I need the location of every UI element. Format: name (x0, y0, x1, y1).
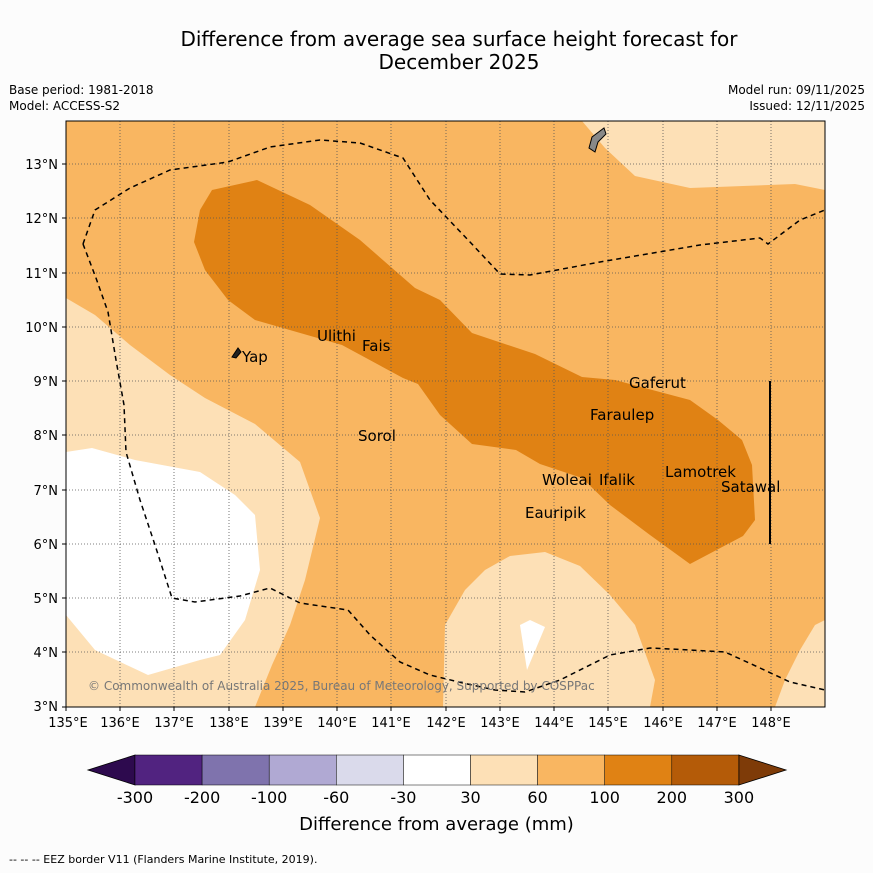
place-ulithi: Ulithi (317, 327, 356, 345)
place-ifalik: Ifalik (599, 471, 635, 489)
lon-axis: 135°E 136°E 137°E 138°E 139°E 140°E 141°… (48, 716, 791, 731)
yap-island (231, 347, 242, 359)
lon-136e: 136°E (100, 716, 140, 731)
place-labels: Yap Ulithi Fais Sorol Gaferut Faraulep W… (241, 327, 780, 522)
place-sorol: Sorol (358, 427, 396, 445)
colorbar-segment (403, 754, 471, 786)
lon-ticks (65, 707, 772, 711)
lat-12n: 12°N (25, 212, 58, 227)
place-faraulep: Faraulep (590, 406, 654, 424)
copyright-text: © Commonwealth of Australia 2025, Bureau… (88, 679, 595, 693)
colorbar-tick-label: 100 (589, 788, 620, 807)
grid-lines (66, 121, 825, 707)
colorbar-tick-label: -60 (323, 788, 350, 807)
lon-147e: 147°E (697, 716, 737, 731)
lat-axis: 3°N 4°N 5°N 6°N 7°N 8°N 9°N 10°N 11°N 12… (25, 158, 58, 715)
contour-100-200-band (194, 180, 755, 564)
lon-140e: 140°E (317, 716, 357, 731)
chart-title: Difference from average sea surface heig… (0, 28, 873, 74)
colorbar-segment (604, 754, 673, 786)
colorbar-segment (201, 754, 270, 786)
eez-footnote: -- -- -- EEZ border V11 (Flanders Marine… (9, 853, 318, 866)
lon-138e: 138°E (209, 716, 249, 731)
place-gaferut: Gaferut (629, 374, 686, 392)
colorbar-title: Difference from average (mm) (299, 814, 574, 835)
colorbar-tick-label: -30 (390, 788, 417, 807)
place-lamotrek: Lamotrek (665, 463, 736, 481)
lat-10n: 10°N (25, 321, 58, 336)
contour-layers (66, 121, 825, 707)
colorbar-segment (134, 754, 203, 786)
lon-137e: 137°E (154, 716, 194, 731)
contour-30-60-northeast (582, 121, 825, 190)
lon-148e: 148°E (751, 716, 791, 731)
colorbar-tick-label: 200 (656, 788, 688, 807)
colorbar-segment (336, 754, 404, 786)
lat-9n: 9°N (34, 375, 59, 390)
place-yap: Yap (241, 348, 268, 366)
eez-border-fsm-palau (82, 139, 825, 276)
lat-13n: 13°N (25, 158, 58, 173)
colorbar-tick-label: 60 (527, 788, 548, 807)
colorbar-tick-label: -300 (116, 788, 154, 807)
meta-left: Base period: 1981-2018 Model: ACCESS-S2 (9, 82, 154, 114)
title-line-1: Difference from average sea surface heig… (180, 27, 738, 51)
lat-6n: 6°N (34, 538, 59, 553)
base-period: Base period: 1981-2018 (9, 83, 154, 97)
lon-141e: 141°E (371, 716, 411, 731)
colorbar-segment (537, 754, 605, 786)
colorbar-tick-label: 30 (460, 788, 481, 807)
colorbar-tick-label: 300 (723, 788, 755, 807)
guam-island (588, 127, 607, 153)
colorbar-segment (268, 754, 337, 786)
contour-neutral-south (520, 620, 545, 670)
colorbar-segment (470, 754, 538, 786)
place-woleai: Woleai (542, 471, 592, 489)
place-fais: Fais (362, 337, 391, 355)
title-line-2: December 2025 (378, 50, 540, 74)
colorbar (86, 754, 788, 786)
colorbar-segment (671, 754, 740, 786)
lat-ticks (62, 163, 66, 708)
meta-right: Model run: 09/11/2025 Issued: 12/11/2025 (728, 82, 865, 114)
lat-4n: 4°N (34, 646, 59, 661)
lon-144e: 144°E (534, 716, 574, 731)
lon-139e: 139°E (263, 716, 303, 731)
place-eauripik: Eauripik (525, 504, 586, 522)
colorbar-tick-label: -200 (183, 788, 221, 807)
contour-neutral-west (66, 448, 260, 675)
colorbar-extend-low (86, 754, 136, 786)
contour-30-60-southeast (775, 620, 825, 707)
contour-30-60-south (443, 552, 655, 707)
lon-142e: 142°E (426, 716, 466, 731)
lat-3n: 3°N (34, 700, 59, 715)
eez-borders (82, 139, 825, 693)
lon-143e: 143°E (480, 716, 520, 731)
lat-7n: 7°N (34, 484, 59, 499)
issued-date: Issued: 12/11/2025 (749, 99, 865, 113)
place-satawal: Satawal (721, 478, 780, 496)
colorbar-tick-label: -100 (251, 788, 288, 807)
lat-8n: 8°N (34, 429, 59, 444)
model-name: Model: ACCESS-S2 (9, 99, 121, 113)
colorbar-extend-high (738, 754, 788, 786)
lon-145e: 145°E (588, 716, 628, 731)
lon-146e: 146°E (643, 716, 683, 731)
eez-border-west (82, 243, 825, 693)
lon-135e: 135°E (48, 716, 88, 731)
model-run: Model run: 09/11/2025 (727, 83, 865, 97)
lat-5n: 5°N (34, 592, 59, 607)
lat-11n: 11°N (25, 267, 58, 282)
